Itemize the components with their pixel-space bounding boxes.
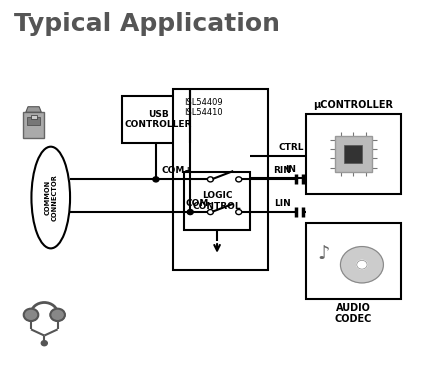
Circle shape — [357, 260, 367, 269]
Text: USB
CONTROLLER: USB CONTROLLER — [124, 110, 192, 129]
FancyBboxPatch shape — [23, 112, 44, 138]
Circle shape — [41, 341, 48, 346]
Text: COM-: COM- — [185, 199, 213, 208]
Text: ♪: ♪ — [317, 244, 330, 263]
FancyBboxPatch shape — [121, 96, 194, 143]
Text: COMMON
CONNECTOR: COMMON CONNECTOR — [44, 174, 57, 221]
FancyBboxPatch shape — [335, 136, 372, 172]
Circle shape — [340, 247, 383, 283]
Text: COM+: COM+ — [162, 166, 193, 175]
Polygon shape — [26, 107, 41, 112]
Text: IN: IN — [286, 165, 297, 174]
Ellipse shape — [32, 147, 70, 249]
Circle shape — [187, 209, 193, 214]
Text: LIN: LIN — [274, 199, 291, 208]
Circle shape — [207, 177, 213, 182]
Circle shape — [153, 177, 159, 182]
Circle shape — [50, 309, 65, 321]
Text: LOGIC
CONTROL: LOGIC CONTROL — [193, 191, 241, 211]
FancyBboxPatch shape — [173, 89, 267, 270]
Text: µCONTROLLER: µCONTROLLER — [313, 100, 394, 111]
FancyBboxPatch shape — [184, 172, 250, 230]
Text: Typical Application: Typical Application — [14, 12, 280, 36]
Circle shape — [24, 309, 38, 321]
FancyBboxPatch shape — [306, 114, 400, 194]
FancyBboxPatch shape — [31, 115, 37, 119]
Text: CTRL: CTRL — [278, 143, 304, 153]
Circle shape — [207, 209, 213, 214]
Circle shape — [236, 209, 242, 214]
Text: ISL54409
ISL54410: ISL54409 ISL54410 — [184, 98, 222, 117]
Text: RIN: RIN — [273, 166, 292, 175]
FancyBboxPatch shape — [27, 117, 40, 125]
Text: AUDIO
CODEC: AUDIO CODEC — [335, 303, 372, 325]
Circle shape — [236, 177, 242, 182]
FancyBboxPatch shape — [344, 145, 362, 163]
FancyBboxPatch shape — [306, 223, 400, 299]
